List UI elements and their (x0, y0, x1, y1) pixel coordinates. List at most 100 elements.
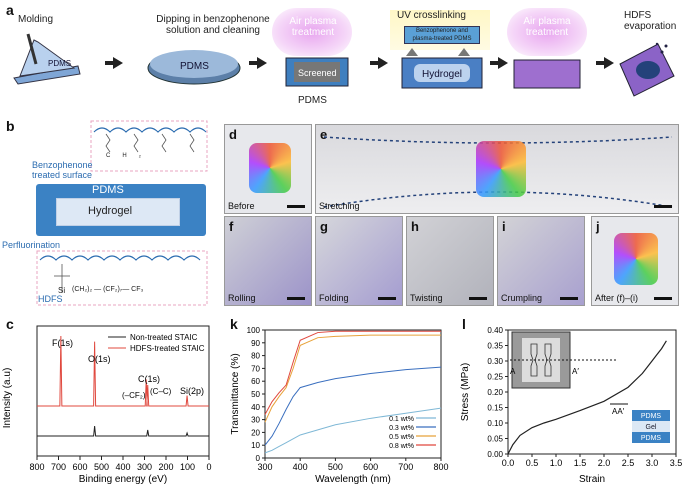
l-xtick-label: 3.0 (646, 458, 659, 468)
molding-label: Molding (18, 14, 54, 25)
peak-cf-label: (–CF₂) (122, 391, 146, 400)
hdfs-illustration (619, 42, 675, 97)
k-series-1 (264, 366, 442, 446)
l-xlabel: Strain (579, 474, 605, 485)
dipping-line1: Dipping in benzophenone (156, 14, 270, 25)
legend-non: Non-treated STAIC (130, 333, 198, 342)
layer-top (632, 410, 670, 421)
specimen-dogbone-1 (530, 343, 538, 377)
panel-label-l: l (462, 316, 466, 332)
stress-strain-chart: Stress (MPa) Strain 0.0 0.5 1.0 1.5 2.0 2.5 3.… (460, 326, 682, 485)
air-plasma-1-line2: treatment (291, 27, 335, 38)
l-ytick-label: 0.35 (487, 342, 503, 351)
xps-xtick-label: 100 (180, 462, 195, 472)
k-series-2 (264, 334, 441, 423)
k-ytick-label: 80 (251, 352, 260, 361)
l-xtick-label: 2.0 (598, 458, 611, 468)
l-series (507, 340, 667, 455)
photo-g: g Folding (315, 216, 403, 306)
perfluorination-label: Perfluorination (2, 240, 61, 250)
xps-xtick-label: 400 (115, 462, 130, 472)
peak-o-label: O(1s) (88, 354, 111, 364)
layer-mid (632, 421, 670, 432)
k-legend-label: 0.5 wt% (389, 434, 414, 441)
si-label: Si (58, 286, 66, 295)
bz-line2: plasma-treated PDMS (412, 36, 472, 42)
benzophenone-line2: treated surface (32, 170, 93, 180)
peak-f-label: F(1s) (52, 338, 73, 348)
k-ytick-label: 70 (251, 364, 260, 373)
l-ytick-label: 0.30 (487, 357, 503, 366)
caption-rolling: Rolling (228, 293, 256, 303)
xps-xtick-label: 600 (72, 462, 87, 472)
specimen-plate (522, 338, 560, 382)
k-legend-label: 0.1 wt% (389, 416, 414, 423)
k-xtick-label: 800 (433, 462, 448, 472)
hdfs-label: HDFS evaporation (624, 10, 676, 32)
photo-d: d Before (224, 124, 312, 214)
k-series-0 (264, 407, 442, 454)
photo-i: i Crumpling (497, 216, 585, 306)
arrow-3 (370, 57, 388, 69)
panel-label-j: j (596, 219, 600, 234)
peak-si-label: Si(2p) (180, 386, 204, 396)
k-xtick-label: 400 (293, 462, 308, 472)
plasma-glow-1 (272, 8, 352, 56)
inset-a2: A′ (572, 367, 579, 376)
panel-label-e: e (320, 127, 328, 142)
screened-text: Screened (298, 68, 337, 78)
uv-label: UV crosslinking (397, 10, 466, 21)
xps-xlabel: Binding energy (eV) (79, 474, 167, 485)
caption-folding: Folding (319, 293, 349, 303)
hdfs-line1: HDFS (624, 10, 652, 21)
panel-label-g: g (320, 219, 328, 234)
l-ylabel: Stress (MPa) (460, 363, 471, 421)
xps-ylabel: Intensity (a.u) (2, 368, 13, 429)
l-ytick-label: 0.40 (487, 326, 503, 335)
molding-pdms-text: PDMS (48, 59, 71, 68)
petri-dish-illustration: PDMS (147, 50, 241, 85)
panel-label-a: a (6, 2, 14, 18)
molding-illustration: PDMS (13, 33, 81, 85)
l-xtick-label: 1.5 (574, 458, 587, 468)
bz-pdms-block: Benzophenone and plasma-treated PDMS (404, 26, 480, 44)
chain-label: (CH₂)₂ — (CF₂)₇— CF₃ (72, 286, 144, 293)
k-xtick-label: 300 (257, 462, 272, 472)
hdfs-line2: evaporation (624, 21, 677, 32)
k-legend-label: 0.8 wt% (389, 443, 414, 450)
panel-label-c: c (6, 316, 14, 332)
k-ylabel: Transmittance (%) (230, 353, 241, 434)
scale-bar-j (654, 297, 672, 300)
air-plasma-2-label: Air plasma treatment (514, 16, 580, 38)
l-ytick-label: 0.05 (487, 435, 503, 444)
k-ytick-label: 0 (256, 454, 261, 463)
scale-bar-d (287, 205, 305, 208)
panel-label-d: d (229, 127, 237, 142)
xps-xtick-label: 300 (137, 462, 152, 472)
ch2-row: CH₂ (106, 153, 153, 159)
k-xlabel: Wavelength (nm) (315, 474, 391, 485)
l-xtick-label: 0.0 (502, 458, 515, 468)
peak-cc-label: (C–C) (150, 387, 172, 396)
l-xtick-label: 2.5 (622, 458, 635, 468)
panel-label-f: f (229, 219, 234, 234)
scale-bar-h (469, 297, 487, 300)
air-plasma-1-line1: Air plasma (289, 16, 337, 27)
transmittance-chart: Transmittance (%) Wavelength (nm) 300 400… (230, 326, 449, 485)
xps-xtick-label: 700 (51, 462, 66, 472)
air-plasma-2-line2: treatment (525, 27, 569, 38)
l-xtick-label: 1.0 (550, 458, 563, 468)
l-ytick-label: 0.20 (487, 388, 503, 397)
air-plasma-1-label: Air plasma treatment (280, 16, 346, 38)
arrow-4 (490, 57, 508, 69)
hydrogel-block (56, 198, 180, 226)
dipping-line2: solution and cleaning (166, 25, 260, 36)
l-ytick-label: 0.25 (487, 373, 503, 382)
logo-j (614, 233, 658, 285)
caption-crumpling: Crumpling (501, 293, 543, 303)
caption-after: After (f)–(i) (595, 293, 639, 303)
xps-xtick-label: 200 (158, 462, 173, 472)
k-legend-label: 0.3 wt% (389, 425, 414, 432)
dipping-label: Dipping in benzophenone solution and cle… (143, 14, 283, 36)
panel-label-b: b (6, 118, 15, 134)
